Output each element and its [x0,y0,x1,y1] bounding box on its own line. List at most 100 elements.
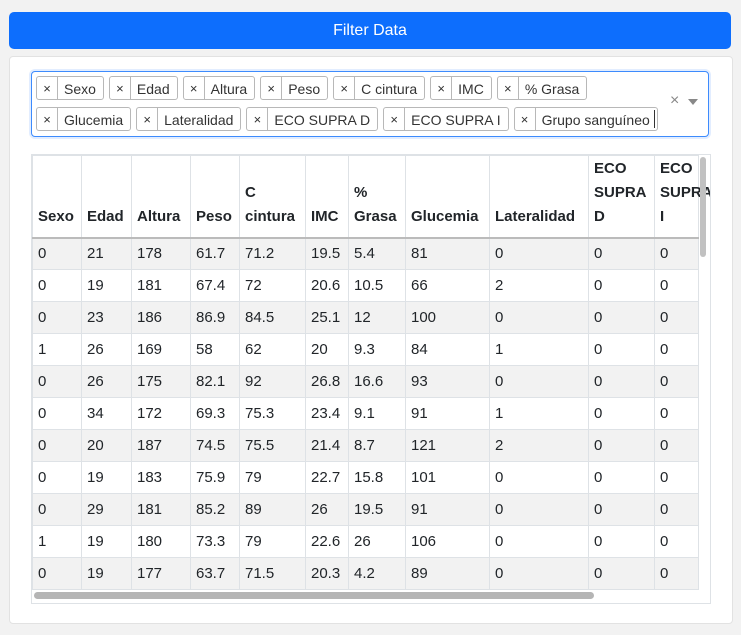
table-cell: 0 [588,237,655,270]
column-header[interactable]: Lateralidad [489,155,589,238]
table-cell: 84.5 [239,301,306,334]
table-cell: 101 [405,461,490,494]
column-header[interactable]: Edad [81,155,132,238]
table-cell: 169 [131,333,191,366]
chip-label: Sexo [64,81,96,97]
table-cell: 71.5 [239,557,306,590]
table-cell: 9.1 [348,397,406,430]
table-cell: 26 [348,525,406,558]
remove-chip-icon[interactable]: × [110,77,131,99]
selected-chip: × C cintura [333,76,426,100]
table-cell: 0 [32,365,82,398]
remove-chip-icon[interactable]: × [334,77,356,99]
table-cell: 20 [305,333,349,366]
table-cell: 8.7 [348,429,406,462]
column-header[interactable]: Peso [190,155,240,238]
table-cell: 19.5 [348,493,406,526]
table-cell: 0 [654,269,699,302]
table-cell: 89 [405,557,490,590]
table-cell: 75.3 [239,397,306,430]
table-row: 0 26 175 82.1 92 26.8 16.6 93 0 0 0 [32,365,699,398]
column-header[interactable]: ECO SUPRA D [588,155,655,238]
table-cell: 0 [654,461,699,494]
clear-all-icon[interactable]: × [670,92,680,109]
remove-chip-icon[interactable]: × [247,108,269,130]
table-cell: 0 [654,493,699,526]
table-cell: 26 [81,333,132,366]
column-header[interactable]: Glucemia [405,155,490,238]
table-cell: 1 [32,525,82,558]
table-cell: 175 [131,365,191,398]
remove-chip-icon[interactable]: × [137,108,159,130]
table-cell: 16.6 [348,365,406,398]
table-cell: 0 [489,557,589,590]
horizontal-scrollbar-thumb[interactable] [34,592,594,599]
data-table: Sexo Edad Altura Peso C cintura IMC% Grasa Glu… [32,155,710,590]
table-cell: 177 [131,557,191,590]
column-header[interactable]: ECO SUPRA I [654,155,710,238]
column-header[interactable]: C cintura [239,155,306,238]
chip-label: Glucemia [64,112,124,128]
table-cell: 74.5 [190,429,240,462]
vertical-scrollbar-thumb[interactable] [700,157,706,257]
table-cell: 26 [81,365,132,398]
data-table-container[interactable]: Sexo Edad Altura Peso C cintura IMC% Grasa Glu… [31,154,711,604]
table-cell: 84 [405,333,490,366]
table-cell: 19 [81,525,132,558]
table-cell: 106 [405,525,490,558]
table-row: 0 23 186 86.9 84.5 25.1 12 100 0 0 0 [32,301,699,334]
remove-chip-icon[interactable]: × [37,77,58,99]
table-cell: 89 [239,493,306,526]
table-cell: 121 [405,429,490,462]
remove-chip-icon[interactable]: × [515,108,536,130]
table-cell: 0 [489,237,589,270]
table-cell: 181 [131,493,191,526]
chevron-down-icon[interactable] [688,99,698,105]
table-cell: 0 [32,397,82,430]
table-cell: 0 [588,525,655,558]
table-cell: 26 [305,493,349,526]
table-cell: 91 [405,493,490,526]
table-cell: 23.4 [305,397,349,430]
remove-chip-icon[interactable]: × [431,77,453,99]
remove-chip-icon[interactable]: × [37,108,58,130]
chip-label: IMC [458,81,484,97]
table-cell: 75.5 [239,429,306,462]
table-cell: 0 [588,429,655,462]
table-cell: 181 [131,269,191,302]
filter-data-button[interactable]: Filter Data [9,12,731,49]
table-cell: 91 [405,397,490,430]
table-cell: 0 [489,493,589,526]
table-cell: 187 [131,429,191,462]
column-header[interactable]: Sexo [32,155,82,238]
table-cell: 0 [654,365,699,398]
table-cell: 1 [32,333,82,366]
remove-chip-icon[interactable]: × [384,108,406,130]
column-header[interactable]: % Grasa [348,155,406,238]
table-cell: 0 [654,557,699,590]
column-multiselect[interactable]: × Sexo × Edad × Altura × Peso × C cintura × IMC × % G… [31,71,709,137]
chip-label: C cintura [361,81,418,97]
column-header[interactable]: IMC [305,155,349,238]
table-cell: 26.8 [305,365,349,398]
table-cell: 25.1 [305,301,349,334]
column-header[interactable]: Altura [131,155,191,238]
table-cell: 82.1 [190,365,240,398]
table-cell: 0 [32,557,82,590]
table-cell: 100 [405,301,490,334]
table-cell: 63.7 [190,557,240,590]
selected-chip: × Altura [182,76,256,100]
table-cell: 0 [588,333,655,366]
table-cell: 20.6 [305,269,349,302]
remove-chip-icon[interactable]: × [184,77,205,99]
table-cell: 172 [131,397,191,430]
table-cell: 19.5 [305,237,349,270]
chip-row-1: × Sexo × Edad × Altura × Peso × C cintura × IMC × % G… [36,76,588,100]
table-cell: 0 [588,493,655,526]
table-cell: 0 [32,493,82,526]
remove-chip-icon[interactable]: × [498,77,519,99]
table-cell: 0 [32,461,82,494]
text-cursor [654,110,655,128]
remove-chip-icon[interactable]: × [261,77,283,99]
